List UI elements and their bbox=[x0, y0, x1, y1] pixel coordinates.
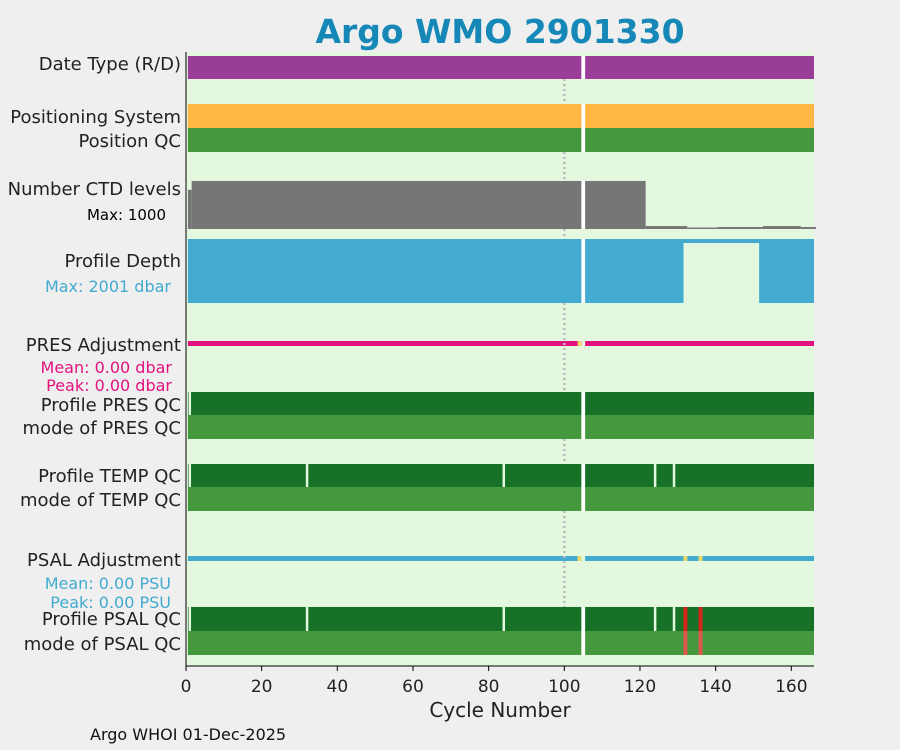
footer-credit: Argo WHOI 01-Dec-2025 bbox=[90, 725, 287, 744]
positioning-band-gap bbox=[581, 104, 586, 128]
psal-adjustment-flag bbox=[577, 556, 582, 561]
mode-psal-qc-bad bbox=[683, 631, 688, 655]
row-label-mode-pres-qc: mode of PRES QC bbox=[23, 418, 181, 439]
profile-psal-qc-gap bbox=[305, 607, 309, 631]
x-axis-label: Cycle Number bbox=[429, 698, 571, 722]
mode-pres-qc-band-gap bbox=[581, 415, 586, 439]
row-label-pres-adjustment: PRES Adjustment bbox=[26, 335, 181, 356]
profile-temp-qc-gap bbox=[188, 464, 192, 487]
ctd-levels-max: Max: 1000 bbox=[87, 206, 166, 224]
chart-title: Argo WMO 2901330 bbox=[315, 12, 685, 51]
profile-temp-qc-band-gap bbox=[581, 464, 586, 487]
position-qc-band bbox=[187, 128, 814, 152]
ctd-levels-bar bbox=[187, 189, 192, 229]
row-label-mode-temp-qc: mode of TEMP QC bbox=[20, 490, 181, 511]
x-tick-label: 80 bbox=[478, 677, 500, 697]
date-type-band-gap bbox=[581, 56, 586, 79]
profile-depth-missing bbox=[683, 243, 760, 303]
profile-psal-qc-band-gap bbox=[581, 607, 586, 631]
x-tick-label: 0 bbox=[181, 677, 192, 697]
profile-pres-qc-band-gap bbox=[581, 392, 586, 415]
pres-adjustment-peak: Peak: 0.00 dbar bbox=[46, 376, 172, 395]
pres-adjustment-line-gap bbox=[581, 341, 586, 346]
row-label-profile-psal-qc: Profile PSAL QC bbox=[42, 609, 181, 630]
x-tick-label: 20 bbox=[251, 677, 273, 697]
x-tick-label: 140 bbox=[699, 677, 731, 697]
profile-psal-qc-gap bbox=[188, 607, 192, 631]
ctd-levels-bar bbox=[717, 227, 763, 229]
row-label-profile-depth: Profile Depth bbox=[64, 251, 181, 272]
row-label-profile-temp-qc: Profile TEMP QC bbox=[38, 466, 181, 487]
row-label-position-qc: Position QC bbox=[78, 131, 181, 152]
x-tick-label: 120 bbox=[624, 677, 656, 697]
ctd-levels-bar bbox=[645, 226, 688, 229]
row-label-positioning: Positioning System bbox=[10, 107, 181, 128]
mode-temp-qc-band-gap bbox=[581, 487, 586, 511]
profile-temp-qc-gap bbox=[653, 464, 657, 487]
positioning-band bbox=[187, 104, 814, 128]
psal-adjustment-mean: Mean: 0.00 PSU bbox=[45, 574, 171, 593]
profile-depth-gap bbox=[581, 239, 586, 303]
ctd-levels-bar bbox=[762, 226, 801, 229]
profile-psal-qc-gap bbox=[502, 607, 506, 631]
mode-psal-qc-band bbox=[187, 631, 814, 655]
profile-temp-qc-gap bbox=[305, 464, 309, 487]
row-label-ctd-levels: Number CTD levels bbox=[8, 179, 181, 200]
profile-temp-qc-band bbox=[187, 464, 814, 487]
x-tick-label: 60 bbox=[402, 677, 424, 697]
plot-area bbox=[186, 52, 814, 666]
profile-pres-qc-band bbox=[187, 392, 814, 415]
profile-temp-qc-gap bbox=[502, 464, 506, 487]
ctd-levels-bar bbox=[191, 180, 646, 229]
row-label-profile-pres-qc: Profile PRES QC bbox=[41, 395, 181, 416]
psal-adjustment-peak: Peak: 0.00 PSU bbox=[50, 593, 171, 612]
profile-temp-qc-gap bbox=[672, 464, 676, 487]
row-label-date-type: Date Type (R/D) bbox=[39, 54, 181, 75]
x-tick-label: 160 bbox=[775, 677, 807, 697]
ctd-levels-bar bbox=[687, 227, 718, 229]
date-type-band bbox=[187, 56, 814, 79]
mode-pres-qc-band bbox=[187, 415, 814, 439]
x-tick-label: 100 bbox=[548, 677, 580, 697]
mode-psal-qc-bad bbox=[698, 631, 703, 655]
mode-psal-qc-band-gap bbox=[581, 631, 586, 655]
pres-adjustment-flag bbox=[577, 341, 582, 346]
profile-psal-qc-bad bbox=[683, 607, 688, 631]
row-label-psal-adjustment: PSAL Adjustment bbox=[27, 550, 181, 571]
psal-adjustment-flag bbox=[698, 556, 703, 561]
ctd-levels-gap bbox=[581, 180, 586, 229]
ctd-levels-bar bbox=[800, 227, 816, 229]
profile-pres-qc-gap bbox=[188, 392, 192, 415]
row-label-mode-psal-qc: mode of PSAL QC bbox=[24, 634, 181, 655]
mode-temp-qc-band bbox=[187, 487, 814, 511]
x-tick-label: 40 bbox=[327, 677, 349, 697]
position-qc-band-gap bbox=[581, 128, 586, 152]
profile-psal-qc-gap bbox=[653, 607, 657, 631]
psal-adjustment-line bbox=[187, 556, 814, 561]
profile-psal-qc-band bbox=[187, 607, 814, 631]
profile-depth-max: Max: 2001 dbar bbox=[45, 277, 171, 296]
psal-adjustment-line-gap bbox=[581, 556, 586, 561]
pres-adjustment-line bbox=[187, 341, 814, 346]
profile-psal-qc-bad bbox=[698, 607, 703, 631]
profile-psal-qc-gap bbox=[672, 607, 676, 631]
psal-adjustment-flag bbox=[683, 556, 688, 561]
pres-adjustment-mean: Mean: 0.00 dbar bbox=[41, 358, 173, 377]
